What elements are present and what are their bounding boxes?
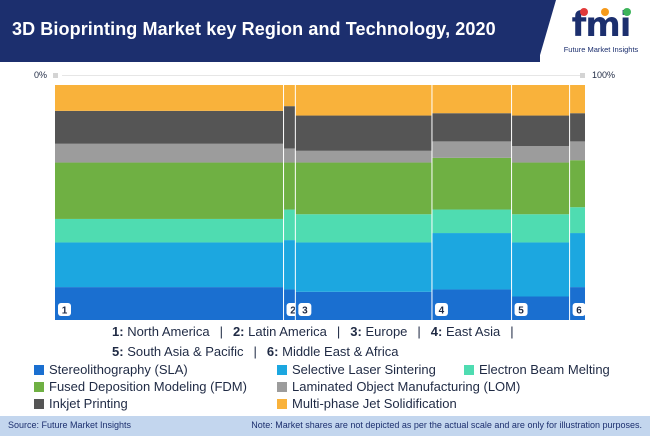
bar-segment-region-5-series-4 — [511, 162, 570, 215]
bar-segment-region-1-series-1 — [55, 287, 284, 320]
region-legend-row-2: 5: South Asia & Pacific | 6: Middle East &… — [112, 344, 398, 359]
logo-subtitle: Future Market Insights — [563, 45, 639, 54]
region-badge-3 — [298, 303, 312, 316]
legend-label-inkjet: Inkjet Printing — [49, 396, 128, 411]
legend-label-ebm: Electron Beam Melting — [479, 362, 610, 377]
bar-segment-region-3-series-4 — [295, 162, 432, 215]
bar-segment-region-5-series-6 — [511, 115, 570, 147]
bar-segment-region-4-series-5 — [431, 141, 512, 158]
region-entry-6: 6: Middle East & Africa — [266, 344, 399, 359]
bar-segment-region-2-series-3 — [283, 209, 296, 241]
bar-segment-region-1-series-6 — [55, 110, 284, 144]
bar-segment-region-3-series-7 — [295, 85, 432, 116]
page-title: 3D Bioprinting Market key Region and Tec… — [12, 19, 496, 39]
region-legend-row-1: 1: North America | 2: Latin America | 3: Eur… — [112, 324, 524, 339]
region-entry-5: 5: South Asia & Pacific — [112, 344, 244, 359]
bar-segment-region-3-series-1 — [295, 291, 432, 320]
logo-dot-orange — [601, 8, 609, 16]
bar-segment-region-3-series-2 — [295, 242, 432, 292]
legend-swatch-sla — [34, 365, 44, 375]
legend-swatch-mjs — [277, 399, 287, 409]
bar-segment-region-2-series-4 — [283, 162, 296, 210]
region-separator: | — [336, 324, 341, 339]
bar-segment-region-5-series-3 — [511, 214, 570, 243]
legend-swatch-inkjet — [34, 399, 44, 409]
bar-segment-region-2-series-7 — [283, 85, 296, 107]
bar-segment-region-3-series-5 — [295, 150, 432, 163]
footer-note: Note: Market shares are not depicted as … — [251, 420, 642, 430]
legend-label-sla: Stereolithography (SLA) — [49, 362, 188, 377]
bar-segment-region-2-series-2 — [283, 240, 296, 290]
bar-segment-region-2-series-6 — [283, 106, 296, 149]
footer-source: Source: Future Market Insights — [8, 420, 132, 430]
bar-segment-region-1-series-7 — [55, 85, 284, 111]
region-badge-4 — [434, 303, 448, 316]
region-entry-4: 4: East Asia — [430, 324, 501, 339]
region-badge-label-1: 1 — [62, 306, 68, 317]
footer: Source: Future Market Insights Note: Mar… — [0, 416, 650, 436]
bar-segment-region-6-series-2 — [569, 233, 585, 288]
legend-swatch-fdm — [34, 382, 44, 392]
fmi-logo: fmi Future Market Insights — [556, 6, 646, 58]
bar-segment-region-5-series-7 — [511, 85, 570, 116]
bar-segment-region-1-series-4 — [55, 162, 284, 219]
bar-segment-region-4-series-3 — [431, 209, 512, 234]
region-entry-3: 3: Europe — [350, 324, 408, 339]
region-entry-1: 1: North America — [112, 324, 210, 339]
region-badge-label-5: 5 — [518, 306, 524, 317]
region-badge-label-3: 3 — [302, 306, 308, 317]
legend-label-mjs: Multi-phase Jet Solidification — [292, 396, 457, 411]
bar-segment-region-4-series-7 — [431, 85, 512, 114]
region-badge-label-6: 6 — [576, 306, 582, 317]
bar-segment-region-3-series-6 — [295, 115, 432, 151]
bar-segment-region-3-series-3 — [295, 214, 432, 243]
bar-segment-region-5-series-5 — [511, 146, 570, 163]
region-separator: | — [510, 324, 514, 339]
bar-segment-region-6-series-5 — [569, 141, 585, 161]
region-entry-2: 2: Latin America — [232, 324, 327, 339]
bar-segment-region-2-series-5 — [283, 148, 296, 163]
logo-dot-red — [580, 8, 588, 16]
region-badge-label-4: 4 — [439, 306, 445, 317]
region-separator: | — [417, 324, 421, 339]
title-banner-notch — [538, 0, 556, 62]
bar-segment-region-6-series-6 — [569, 113, 585, 142]
bar-segment-region-6-series-4 — [569, 160, 585, 208]
legend-swatch-ebm — [464, 365, 474, 375]
title-banner — [0, 0, 540, 62]
bar-segment-region-6-series-7 — [569, 85, 585, 114]
region-badge-1 — [58, 303, 71, 316]
x-axis-right-tick — [580, 73, 585, 78]
region-separator: | — [253, 344, 257, 359]
bar-segment-region-1-series-2 — [55, 242, 284, 288]
region-badge-label-2: 2 — [290, 306, 296, 317]
x-axis-left-tick — [53, 73, 58, 78]
bar-segment-region-1-series-3 — [55, 218, 284, 243]
region-badge-5 — [514, 303, 528, 316]
legend-label-fdm: Fused Deposition Modeling (FDM) — [49, 379, 247, 394]
bar-segment-region-4-series-2 — [431, 233, 512, 290]
bar-segment-region-4-series-6 — [431, 113, 512, 142]
x-axis-right-label: 100% — [592, 70, 616, 80]
bar-segment-region-5-series-2 — [511, 242, 570, 297]
header: 3D Bioprinting Market key Region and Tec… — [0, 0, 650, 62]
legend-swatch-lom — [277, 382, 287, 392]
bar-segment-region-4-series-4 — [431, 157, 512, 210]
region-separator: | — [219, 324, 223, 339]
logo-dot-green — [623, 8, 631, 16]
x-axis-line — [62, 75, 584, 76]
region-badge-6 — [572, 303, 586, 316]
technology-legend: Stereolithography (SLA) Selective Laser … — [0, 360, 650, 414]
legend-label-sls: Selective Laser Sintering — [292, 362, 436, 377]
legend-label-lom: Laminated Object Manufacturing (LOM) — [292, 379, 521, 394]
bar-segment-region-6-series-3 — [569, 207, 585, 234]
legend-swatch-sls — [277, 365, 287, 375]
x-axis-left-label: 0% — [34, 70, 48, 80]
bar-segment-region-1-series-5 — [55, 143, 284, 163]
